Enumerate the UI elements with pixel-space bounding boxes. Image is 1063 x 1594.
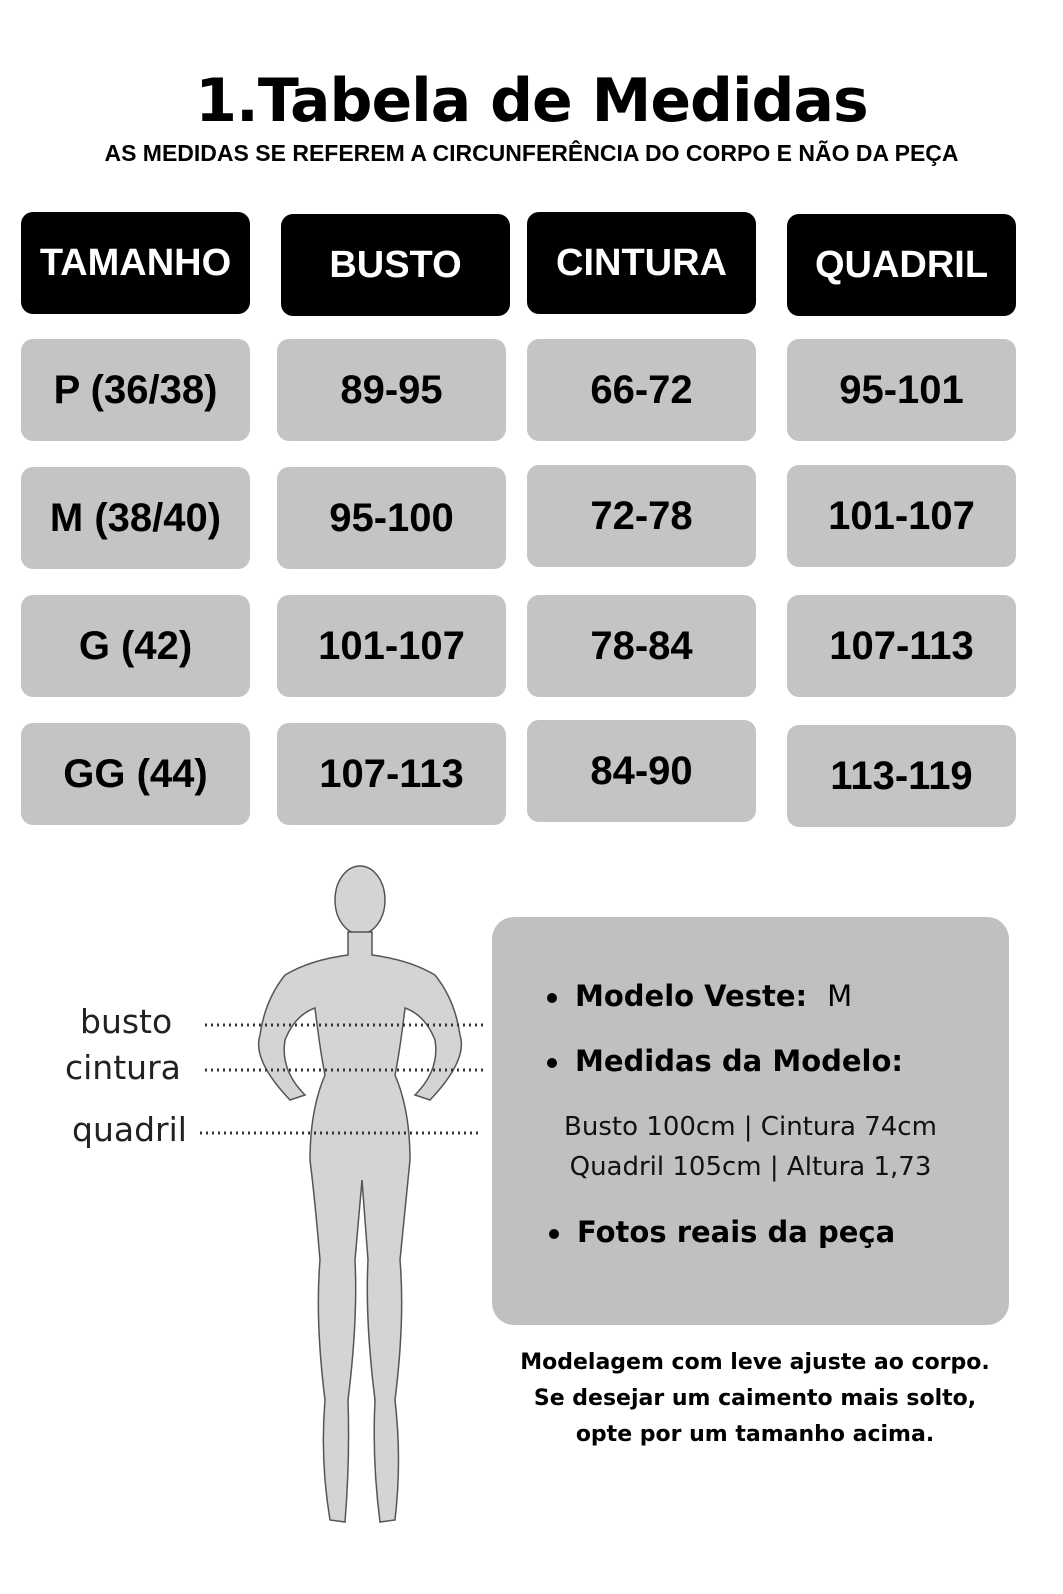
header-cintura: CINTURA — [527, 212, 756, 314]
size-cell: G (42) — [21, 595, 250, 697]
medidas-item: Medidas da Modelo: — [547, 1044, 903, 1078]
fit-note: Modelagem com leve ajuste ao corpo. Se d… — [495, 1345, 1015, 1453]
bullet-icon — [547, 993, 557, 1003]
cintura-cell: 84-90 — [527, 720, 756, 822]
fotos-label: Fotos reais da peça — [577, 1215, 896, 1249]
label-busto: busto — [80, 1002, 173, 1041]
note-line: Se desejar um caimento mais solto, — [533, 1386, 977, 1411]
quadril-cell: 113-119 — [787, 725, 1016, 827]
page-subtitle: AS MEDIDAS SE REFEREM A CIRCUNFERÊNCIA D… — [104, 140, 959, 166]
model-info-box: Modelo Veste: M Medidas da Modelo: Busto … — [492, 917, 1009, 1325]
figure-head — [334, 865, 386, 935]
busto-cell: 89-95 — [277, 339, 506, 441]
modelo-veste-item: Modelo Veste: M — [547, 979, 852, 1013]
label-quadril: quadril — [72, 1110, 187, 1149]
busto-cell: 101-107 — [277, 595, 506, 697]
medidas-label: Medidas da Modelo: — [575, 1044, 904, 1078]
busto-cell: 107-113 — [277, 723, 506, 825]
measurements-line-2: Quadril 105cm | Altura 1,73 — [569, 1152, 932, 1182]
note-line: Modelagem com leve ajuste ao corpo. — [520, 1350, 990, 1375]
bullet-icon — [549, 1229, 559, 1239]
fotos-item: Fotos reais da peça — [549, 1215, 895, 1249]
figure-body — [257, 931, 463, 1523]
quadril-cell: 95-101 — [787, 339, 1016, 441]
size-cell: GG (44) — [21, 723, 250, 825]
note-line: opte por um tamanho acima. — [575, 1422, 935, 1447]
cintura-cell: 72-78 — [527, 465, 756, 567]
size-cell: P (36/38) — [21, 339, 250, 441]
body-figure-illustration — [200, 865, 485, 1523]
page-title: 1.Tabela de Medidas — [195, 66, 868, 136]
bullet-icon — [547, 1058, 557, 1068]
cintura-cell: 78-84 — [527, 595, 756, 697]
cintura-cell: 66-72 — [527, 339, 756, 441]
label-cintura: cintura — [65, 1048, 181, 1087]
busto-cell: 95-100 — [277, 467, 506, 569]
header-tamanho: TAMANHO — [21, 212, 250, 314]
header-busto: BUSTO — [281, 214, 510, 316]
measurements-line-1: Busto 100cm | Cintura 74cm — [564, 1112, 937, 1142]
modelo-veste-label: Modelo Veste: — [575, 979, 808, 1013]
header-quadril: QUADRIL — [787, 214, 1016, 316]
model-measurements: Busto 100cm | Cintura 74cm Quadril 105cm… — [492, 1107, 1009, 1187]
quadril-cell: 101-107 — [787, 465, 1016, 567]
size-cell: M (38/40) — [21, 467, 250, 569]
modelo-veste-value: M — [827, 979, 853, 1013]
quadril-cell: 107-113 — [787, 595, 1016, 697]
